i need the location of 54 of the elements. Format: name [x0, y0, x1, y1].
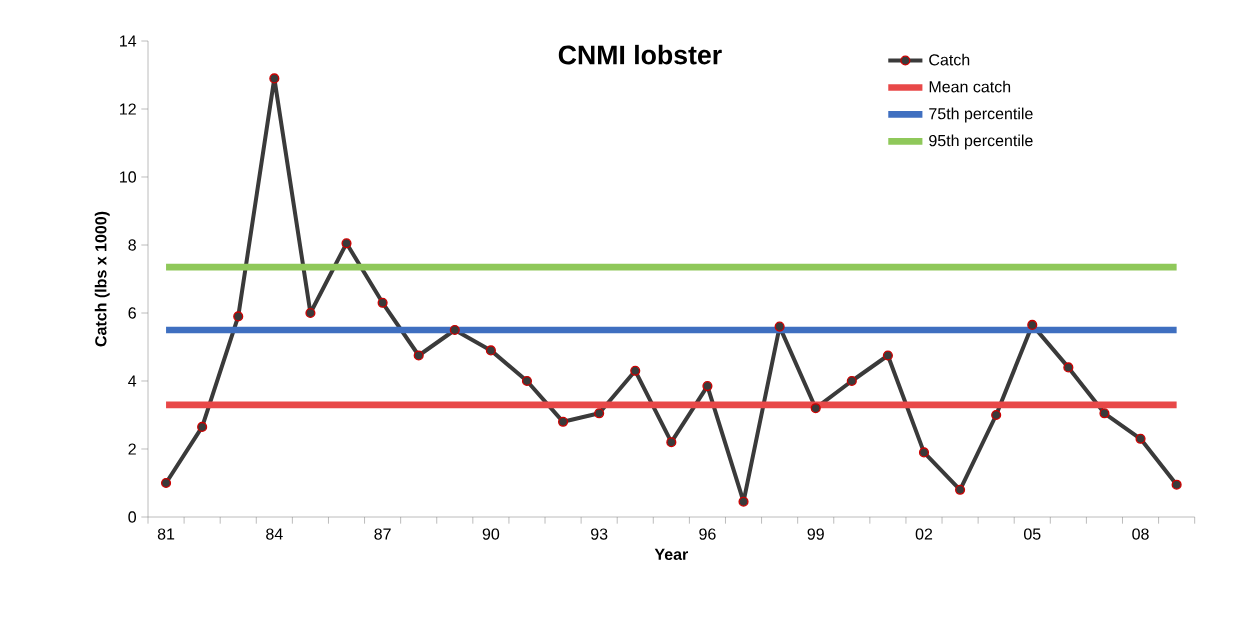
- y-tick-label: 6: [128, 307, 136, 319]
- point: [738, 496, 749, 507]
- y-tick-label: 4: [128, 375, 137, 387]
- point: [955, 484, 966, 495]
- point: [341, 238, 352, 249]
- x-tick-label: 81: [157, 528, 175, 540]
- point: [160, 477, 172, 489]
- x-tick-label: 96: [699, 528, 716, 540]
- point: [521, 375, 533, 387]
- point: [1171, 479, 1182, 490]
- point: [666, 437, 677, 448]
- x-tick-label: 90: [482, 528, 500, 540]
- point: [1135, 433, 1146, 444]
- point: [1099, 408, 1110, 419]
- x-tick-label: 84: [266, 528, 283, 540]
- x-tick-label: 99: [807, 528, 824, 540]
- point: [846, 375, 857, 387]
- legend-label: Mean catch: [929, 80, 1011, 93]
- point: [377, 297, 388, 308]
- point: [918, 447, 930, 458]
- x-axis-title: Year: [654, 548, 688, 561]
- x-tick-label: 08: [1132, 528, 1149, 540]
- legend-label: Catch: [929, 53, 970, 66]
- x-tick-label: 05: [1023, 528, 1041, 540]
- y-tick-label: 2: [128, 443, 136, 455]
- y-tick-label: 0: [128, 511, 137, 523]
- point: [882, 350, 893, 361]
- y-tick-label: 14: [120, 35, 137, 47]
- chart-title: CNMI lobster: [558, 44, 722, 65]
- y-axis-title: Catch (lbs x 1000): [94, 211, 110, 347]
- y-tick-label: 10: [120, 171, 137, 183]
- x-tick-label: 02: [915, 528, 933, 540]
- x-tick-label: 87: [374, 528, 391, 540]
- point: [305, 307, 316, 319]
- point: [1063, 362, 1074, 373]
- point: [810, 403, 821, 414]
- point: [594, 408, 605, 419]
- point: [774, 321, 785, 332]
- point: [233, 311, 244, 322]
- point: [449, 324, 460, 336]
- y-tick-label: 8: [128, 239, 136, 251]
- x-tick-label: 93: [591, 528, 608, 540]
- point: [197, 421, 208, 432]
- legend-label: 75th percentile: [929, 107, 1033, 123]
- point: [630, 365, 641, 376]
- legend-label: 95th percentile: [929, 134, 1033, 150]
- point: [413, 350, 424, 361]
- y-tick-label: 12: [120, 103, 136, 115]
- point: [485, 345, 496, 356]
- point: [269, 73, 280, 84]
- point: [1027, 319, 1038, 330]
- point: [702, 381, 713, 392]
- point: [558, 416, 569, 427]
- point: [991, 409, 1002, 421]
